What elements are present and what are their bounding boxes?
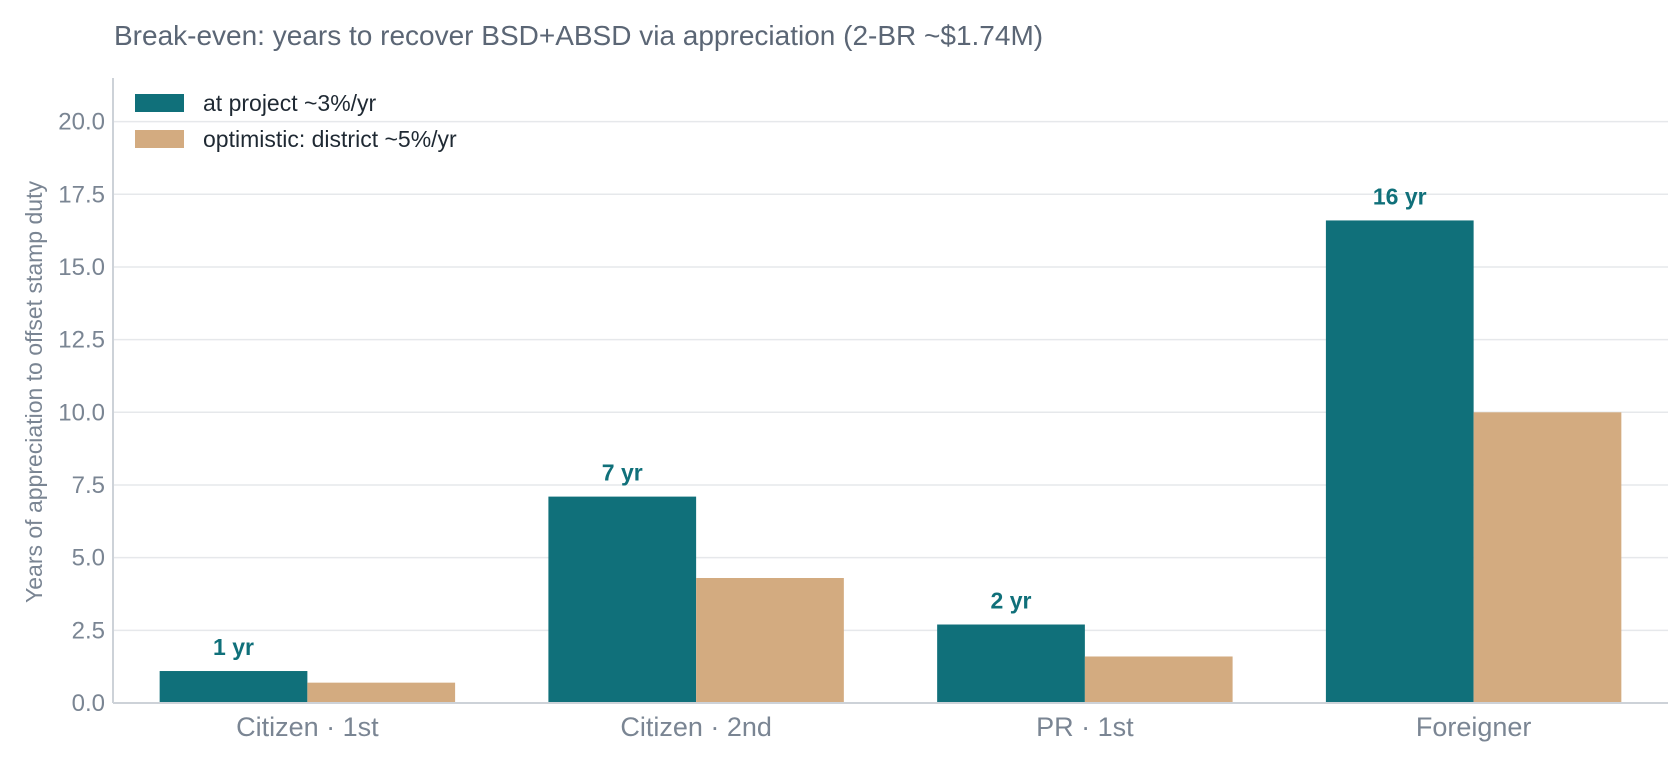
bar-district-2: [1084, 656, 1233, 703]
legend-swatch: [135, 130, 184, 148]
y-tick-label: 7.5: [72, 472, 105, 499]
bar-project-2: [937, 624, 1085, 703]
legend: at project ~3%/yr optimistic: district ~5…: [135, 90, 457, 152]
y-tick-label: 15.0: [58, 254, 105, 281]
x-tick-label: Citizen · 2nd: [620, 712, 772, 742]
x-tick-label: Citizen · 1st: [236, 712, 379, 742]
legend-label: optimistic: district ~5%/yr: [203, 126, 457, 152]
legend-label: at project ~3%/yr: [203, 90, 377, 116]
data-label: 1 yr: [213, 634, 254, 660]
y-tick-label: 2.5: [72, 617, 105, 644]
x-tick-label: PR · 1st: [1036, 712, 1134, 742]
x-tick-label: Foreigner: [1416, 712, 1532, 742]
gridlines: 0.0 2.5 5.0 7.5 10.0 12.5 15.0 17.5 20.0: [58, 109, 1668, 717]
bar-project-1: [548, 496, 697, 703]
chart-title: Break-even: years to recover BSD+ABSD vi…: [114, 20, 1043, 51]
legend-swatch: [135, 94, 184, 112]
data-labels: 1 yr Citizen · 1st 7 yr Citizen · 2nd 2 yr PR…: [213, 183, 1531, 742]
bars: [159, 220, 1622, 703]
data-label: 7 yr: [602, 460, 643, 486]
y-axis-label: Years of appreciation to offset stamp du…: [21, 181, 47, 603]
bar-project-0: [159, 671, 308, 703]
bar-district-0: [307, 682, 456, 703]
data-label: 16 yr: [1373, 183, 1427, 209]
y-tick-label: 20.0: [58, 109, 105, 136]
bar-district-1: [696, 578, 844, 703]
y-tick-label: 10.0: [58, 399, 105, 426]
data-label: 2 yr: [991, 588, 1032, 614]
y-tick-label: 12.5: [58, 327, 105, 354]
y-tick-label: 0.0: [72, 690, 105, 717]
y-tick-label: 17.5: [58, 181, 105, 208]
bar-project-3: [1325, 220, 1474, 703]
bar-district-3: [1473, 412, 1622, 703]
y-tick-label: 5.0: [72, 545, 105, 572]
